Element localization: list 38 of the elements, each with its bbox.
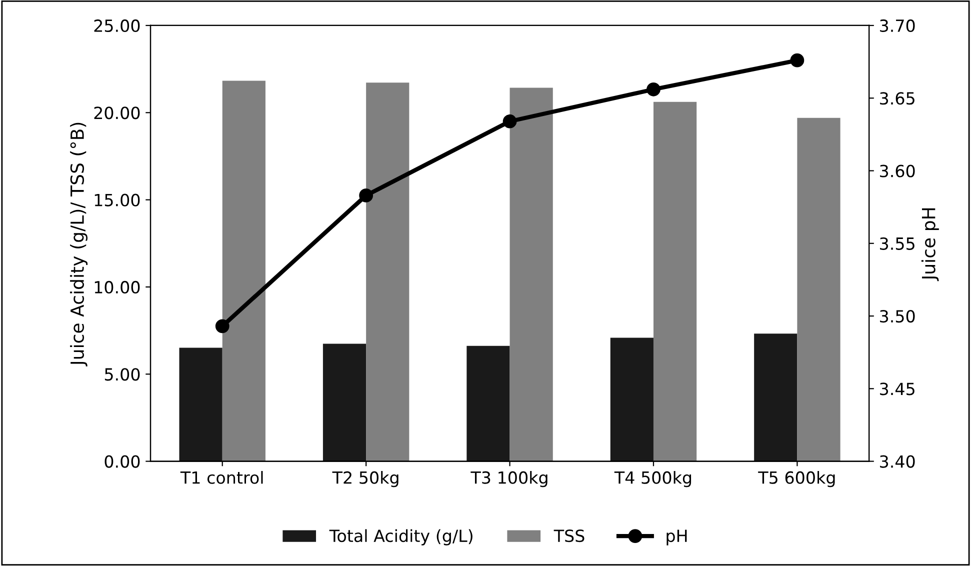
x-tick-label: T1 control <box>180 471 263 484</box>
bar <box>797 118 840 462</box>
bar <box>610 338 654 462</box>
bar <box>179 348 222 462</box>
y-tick-label: 25.00 <box>94 19 140 32</box>
x-tick-label: T5 600kg <box>758 471 835 488</box>
y2-axis-title: Juice pH <box>921 208 939 282</box>
bar <box>653 102 697 462</box>
y-tick-label: 10.00 <box>94 280 140 294</box>
bar <box>322 344 366 462</box>
y2-tick-label: 3.65 <box>880 92 914 105</box>
bar <box>366 82 410 462</box>
x-tick-label: T2 50kg <box>332 471 398 488</box>
point <box>215 319 230 334</box>
y2-tick-label: 3.60 <box>880 164 915 178</box>
y2-tick-label: 3.70 <box>880 19 915 32</box>
y-tick-label: 0.00 <box>104 455 140 468</box>
bar <box>222 80 266 462</box>
y2-tick-label: 3.40 <box>880 455 915 468</box>
point <box>790 53 804 68</box>
y-tick-label: 20.00 <box>94 106 140 120</box>
point <box>359 188 374 202</box>
bar <box>754 334 798 462</box>
legend-label: pH <box>666 530 687 546</box>
legend-label: Total Acidity (g/L) <box>329 529 472 546</box>
y-tick-label: 5.00 <box>104 368 140 381</box>
y-tick-label: 15.00 <box>94 194 140 206</box>
x-tick-label: T4 500kg <box>614 471 692 488</box>
legend-label: TSS <box>554 530 584 542</box>
y-axis-title: Juice Acidity (g/L)/ TSS (°B) <box>70 122 88 366</box>
point <box>502 114 517 128</box>
y2-tick-label: 3.55 <box>880 237 914 250</box>
y2-tick-label: 3.50 <box>880 310 915 323</box>
x-tick-label: T3 100kg <box>470 471 548 488</box>
point <box>646 82 660 96</box>
bar <box>466 346 510 462</box>
y2-tick-label: 3.45 <box>880 382 914 396</box>
bar <box>510 88 553 462</box>
